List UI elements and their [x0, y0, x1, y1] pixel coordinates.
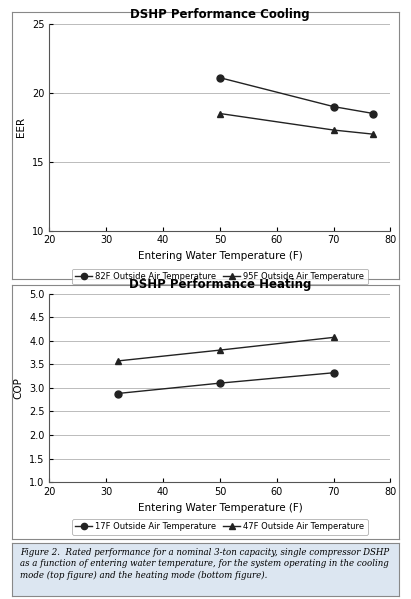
Y-axis label: EER: EER	[16, 117, 26, 137]
X-axis label: Entering Water Temperature (F): Entering Water Temperature (F)	[138, 503, 302, 513]
Title: DSHP Performance Cooling: DSHP Performance Cooling	[130, 8, 310, 22]
Title: DSHP Performance Heating: DSHP Performance Heating	[129, 278, 311, 291]
Text: Figure 2.  Rated performance for a nominal 3-ton capacity, single compressor DSH: Figure 2. Rated performance for a nomina…	[20, 547, 389, 580]
X-axis label: Entering Water Temperature (F): Entering Water Temperature (F)	[138, 251, 302, 261]
Legend: 17F Outside Air Temperature, 47F Outside Air Temperature: 17F Outside Air Temperature, 47F Outside…	[72, 519, 368, 535]
Y-axis label: COP: COP	[14, 377, 23, 399]
Legend: 82F Outside Air Temperature, 95F Outside Air Temperature: 82F Outside Air Temperature, 95F Outside…	[72, 268, 367, 285]
